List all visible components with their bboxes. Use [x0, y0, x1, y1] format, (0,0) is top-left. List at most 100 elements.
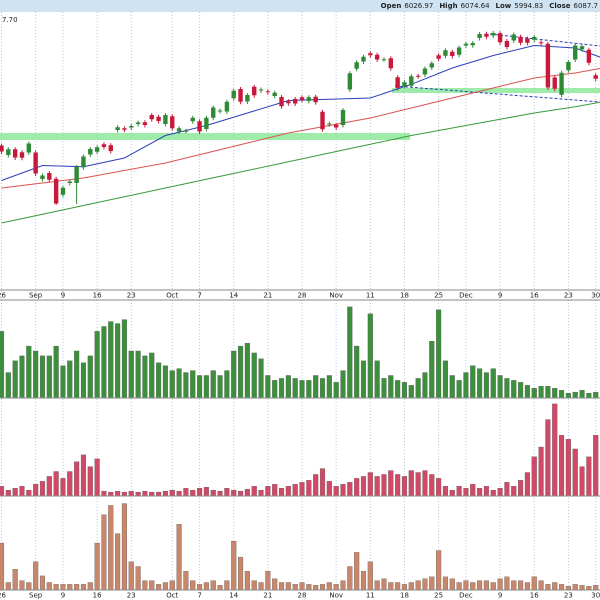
- volume-bar: [101, 514, 107, 591]
- volume-bar: [169, 580, 175, 591]
- volume-bar: [74, 584, 80, 591]
- volume-bar: [593, 435, 599, 497]
- candle-body: [33, 152, 38, 174]
- x-tick-label: 21: [263, 292, 272, 300]
- plot: [0, 31, 600, 591]
- candle-body: [67, 181, 72, 183]
- volume-bar: [326, 375, 332, 399]
- candle-body: [81, 156, 86, 168]
- volume-bar: [231, 350, 237, 399]
- candle-body: [511, 34, 516, 41]
- volume-bar: [299, 482, 305, 497]
- candle-body: [163, 115, 168, 124]
- volume-bar: [552, 403, 558, 497]
- candle-body: [484, 33, 489, 37]
- volume-bar: [87, 466, 93, 497]
- volume-bar: [94, 331, 100, 399]
- x-tick-label: 26: [0, 592, 6, 600]
- volume-bar: [340, 370, 346, 399]
- volume-bar: [463, 580, 469, 591]
- volume-bar: [149, 580, 155, 591]
- x-tick-label: 26: [0, 292, 6, 300]
- candle-body: [374, 54, 380, 60]
- candle-body: [149, 115, 154, 120]
- x-tick-label: 21: [263, 592, 272, 600]
- x-tick-label: 18: [400, 292, 409, 300]
- volume-bar: [354, 478, 360, 497]
- volume-bar: [231, 540, 237, 591]
- volume-bar: [442, 576, 448, 591]
- volume-bar: [169, 489, 175, 497]
- volume-bar: [360, 360, 367, 399]
- candle-body: [204, 117, 209, 129]
- volume-bar: [367, 561, 373, 591]
- volume-bar: [121, 491, 127, 497]
- volume-bar: [285, 486, 291, 497]
- volume-bar: [347, 566, 353, 591]
- volume-bar: [545, 419, 551, 497]
- volume-bar: [210, 580, 216, 591]
- candle-body: [579, 46, 585, 50]
- x-tick-label: 16: [93, 592, 102, 600]
- candle-body: [470, 43, 475, 46]
- volume-bar: [538, 446, 544, 497]
- volume-bar: [360, 571, 367, 591]
- volume-bar: [511, 486, 517, 497]
- volume-bar: [524, 385, 530, 399]
- candle-body: [238, 89, 243, 102]
- x-tick-label: 11: [366, 292, 375, 300]
- volume-bar: [210, 370, 216, 399]
- candle-body: [559, 72, 564, 95]
- volume-bar: [19, 355, 25, 399]
- x-tick-label: 16: [530, 592, 539, 600]
- volume-bar: [115, 323, 121, 399]
- volume-bar: [272, 578, 278, 591]
- volume-bar: [0, 486, 5, 497]
- volume-bar: [237, 556, 244, 591]
- x-tick-label: 23: [127, 592, 136, 600]
- volume-bar: [306, 584, 312, 591]
- volume-bar: [0, 331, 5, 399]
- header-value: 6026.97: [404, 2, 433, 10]
- candle-body: [26, 143, 32, 153]
- volume-bar: [477, 368, 483, 399]
- volume-bar: [374, 360, 380, 399]
- volume-bar: [217, 490, 223, 497]
- volume-bar: [183, 488, 189, 497]
- volume-bar: [115, 533, 121, 591]
- volume-bar: [53, 471, 59, 497]
- volume-bar: [572, 448, 578, 497]
- volume-bar: [354, 552, 360, 591]
- volume-bar: [39, 481, 46, 497]
- volume-bar: [497, 488, 503, 497]
- x-tick-label: 18: [400, 592, 409, 600]
- volume-bar: [108, 491, 114, 497]
- volume-bar: [449, 489, 455, 497]
- candle-body: [491, 33, 496, 36]
- volume-bar: [565, 392, 571, 399]
- volume-bar: [367, 472, 373, 497]
- candle-body: [176, 128, 182, 132]
- volume-bar: [197, 584, 203, 591]
- volume-bar: [101, 326, 107, 399]
- candle-body: [88, 149, 93, 155]
- volume-bar: [449, 375, 455, 399]
- volume-bar: [33, 350, 39, 399]
- volume-bar: [74, 461, 80, 497]
- volume-bar: [401, 382, 408, 399]
- volume-bar: [285, 582, 291, 591]
- volume-bar: [559, 390, 565, 399]
- volume-bar: [538, 386, 544, 399]
- x-tick-label: Sep: [29, 292, 43, 300]
- candle-body: [0, 145, 4, 152]
- volume-bar: [299, 380, 305, 399]
- volume-bar: [483, 486, 489, 497]
- volume-bar: [80, 362, 87, 399]
- volume-bar: [67, 360, 73, 399]
- candle-body: [586, 49, 592, 63]
- x-tick-label: 23: [564, 292, 573, 300]
- volume-bar: [46, 476, 52, 497]
- candle-body: [313, 96, 318, 103]
- volume-bar: [538, 580, 544, 591]
